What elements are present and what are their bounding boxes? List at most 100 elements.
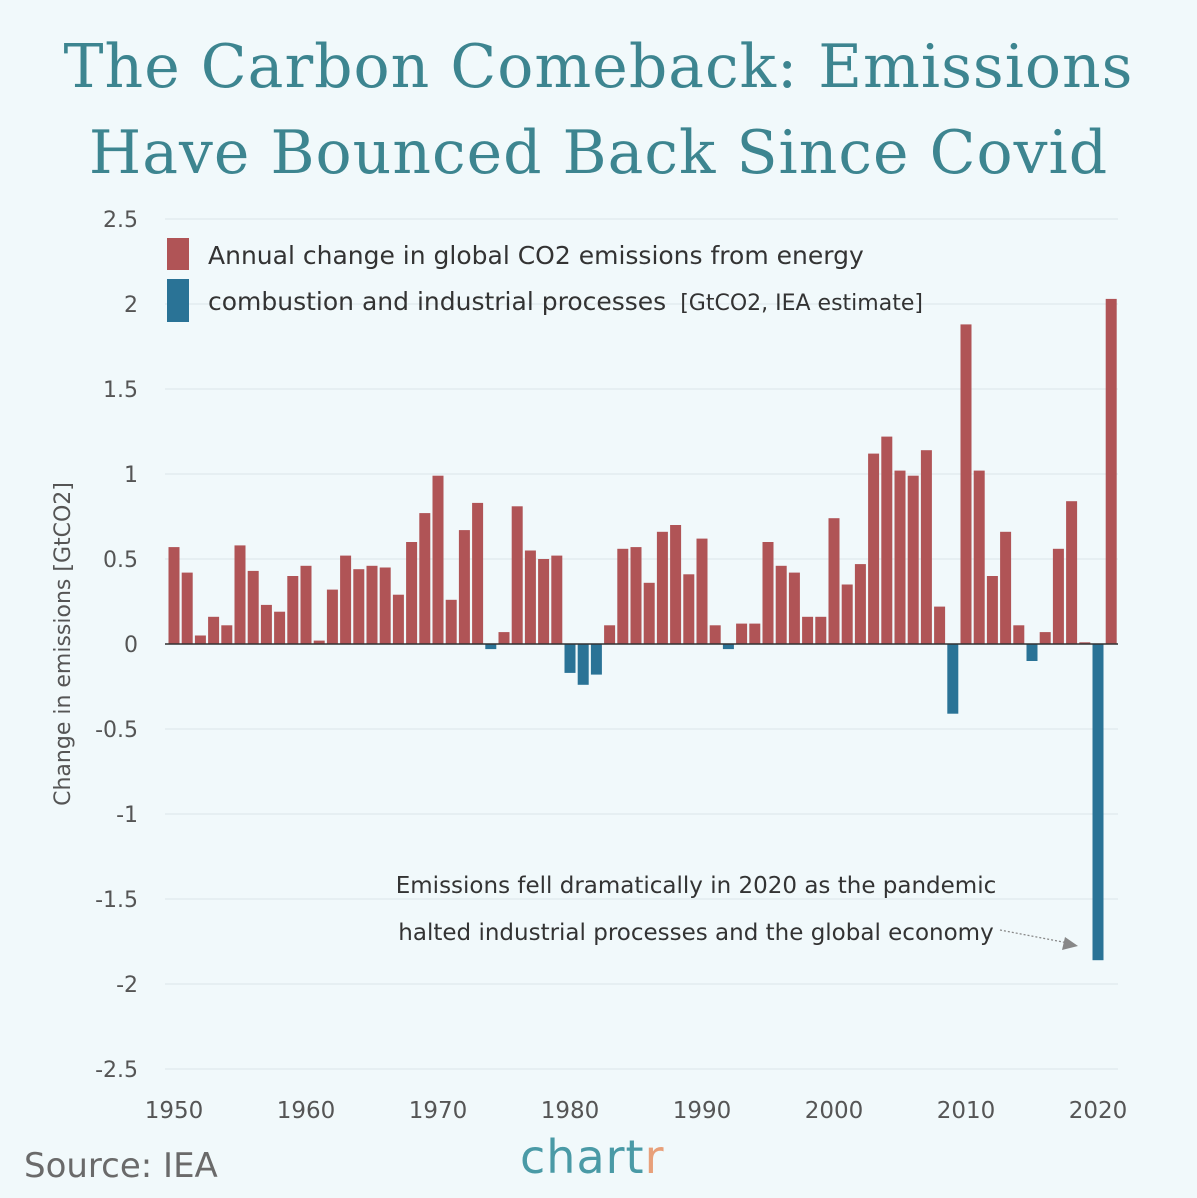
bar-1984 [617,548,629,644]
logo-text-end: r [644,1130,665,1184]
chartr-logo: chartr [520,1130,665,1184]
bar-2006 [907,475,919,644]
bar-1964 [353,569,365,644]
bar-1973 [472,502,484,644]
bar-1999 [815,616,827,644]
bar-1955 [234,545,246,644]
y-tick-label: 2.5 [103,208,138,233]
legend-swatch-positive [167,238,189,270]
bar-2017 [1052,548,1064,644]
bar-1965 [366,565,378,644]
bar-1970 [432,475,444,644]
bar-1969 [419,513,431,644]
bar-1959 [287,576,299,644]
bar-2021 [1105,298,1117,644]
bar-1989 [683,574,695,644]
bar-1971 [445,599,457,644]
legend-swatch-negative [167,279,189,322]
bar-2003 [868,453,880,644]
logo-text: chart [520,1130,645,1184]
bar-2009 [947,644,959,714]
legend-line2-text: combustion and industrial processes [208,287,666,316]
bar-1987 [656,531,668,644]
bar-1960 [300,565,312,644]
source-note: Source: IEA [24,1146,218,1186]
bar-2002 [854,564,866,644]
bar-1994 [749,623,761,644]
bar-2020 [1092,644,1104,961]
bar-1961 [313,640,325,644]
bar-2016 [1039,632,1051,644]
bar-2012 [986,576,998,644]
y-axis-label: Change in emissions [GtCO2] [51,482,76,806]
x-tick-label: 1950 [145,1098,204,1124]
bar-1952 [194,635,206,644]
bar-1982 [590,644,602,675]
bar-1951 [181,572,193,644]
chart-title-line2: Have Bounced Back Since Covid [88,118,1109,188]
bar-1980 [564,644,576,673]
y-tick-label: 0 [124,633,138,658]
bar-1950 [168,547,180,644]
bar-1957 [260,604,272,644]
bar-1981 [577,644,589,685]
bar-2018 [1066,501,1078,644]
y-tick-label: 0.5 [103,548,138,573]
legend-line1: Annual change in global CO2 emissions fr… [208,241,864,270]
x-tick-label: 1960 [277,1098,336,1124]
annotation-line1: Emissions fell dramatically in 2020 as t… [396,873,997,899]
bar-1975 [498,632,510,644]
bar-2008 [934,606,946,644]
y-tick-label: 2 [124,293,138,318]
bar-1958 [274,611,286,644]
bar-2011 [973,470,985,644]
bar-1983 [604,625,616,644]
bar-1968 [406,542,418,644]
y-tick-label: 1 [124,463,138,488]
bar-1972 [458,530,470,644]
x-tick-label: 2020 [1069,1098,1128,1124]
bar-2001 [841,584,853,644]
chart-title-line1: The Carbon Comeback: Emissions [63,32,1134,102]
x-tick-label: 2010 [937,1098,996,1124]
annotation-arrowhead [1062,937,1078,950]
bar-2010 [960,324,972,644]
bar-1954 [221,625,233,644]
bar-1990 [696,538,708,644]
bar-1995 [762,542,774,644]
bar-1978 [538,559,550,644]
bar-1979 [551,555,563,644]
bar-1991 [709,625,721,644]
y-tick-label: -0.5 [95,718,138,743]
y-tick-label: -1.5 [95,888,138,913]
y-tick-label: -1 [116,803,138,828]
bar-1992 [722,644,734,650]
bar-2014 [1013,625,1025,644]
bar-2007 [920,450,932,644]
x-tick-label: 1990 [673,1098,732,1124]
bar-1953 [208,616,220,644]
bar-2004 [881,436,893,644]
bar-1997 [788,572,800,644]
bar-1988 [670,525,682,644]
bar-2005 [894,470,906,644]
bar-1974 [485,644,497,650]
y-tick-label: -2 [116,973,138,998]
bar-1963 [340,555,352,644]
y-tick-label: -2.5 [95,1058,138,1083]
x-tick-label: 1980 [541,1098,600,1124]
bar-1998 [802,616,814,644]
bar-1962 [326,589,338,644]
bar-2000 [828,518,840,644]
bar-2013 [1000,531,1012,644]
bar-1977 [524,550,536,644]
bar-1996 [775,565,787,644]
bar-1956 [247,570,259,644]
bar-1967 [392,594,404,644]
bar-2019 [1079,642,1091,644]
x-tick-label: 2000 [805,1098,864,1124]
legend-line2: combustion and industrial processes [GtCO… [208,287,923,316]
x-tick-label: 1970 [409,1098,468,1124]
annotation-arrow [999,929,1069,944]
